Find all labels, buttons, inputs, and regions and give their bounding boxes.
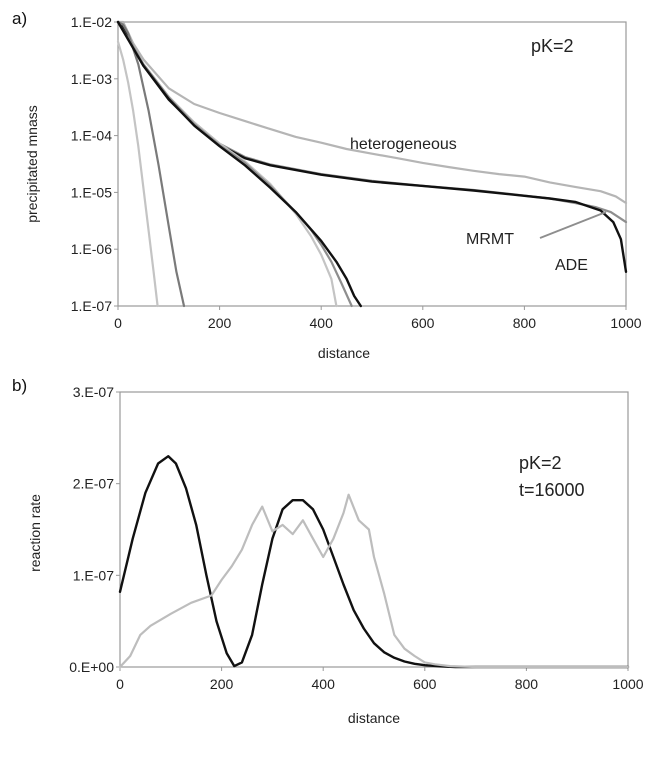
- panel-b-x-tick-labels: 0 200 400 600 800 1000: [116, 667, 644, 692]
- panel-a-y-tick-label: 1.E-02: [71, 14, 112, 30]
- panel-a-y-tick-label: 1.E-07: [71, 298, 112, 314]
- panel-a: a) 1.E-021.E-031.E-041.E-051.E-061.E-07 …: [12, 9, 642, 361]
- label-mrmt: MRMT: [466, 231, 514, 248]
- panel-b-x-tick-label: 1000: [612, 676, 643, 692]
- panel-a-ylabel: precipitated mnass: [24, 105, 40, 223]
- panel-b-x-tick-label: 400: [312, 676, 336, 692]
- panel-a-x-tick-label: 0: [114, 315, 122, 331]
- panel-b-series-line-1: [118, 493, 630, 669]
- mrmt-pointer-line: [539, 211, 607, 239]
- panel-a-plot-frame: [117, 21, 627, 307]
- label-heterogeneous: heterogeneous: [350, 136, 457, 153]
- panel-b-y-tick-label: 2.E-07: [73, 476, 114, 492]
- panel-a-x-tick-label: 400: [310, 315, 334, 331]
- panel-a-series-line-0: [116, 20, 628, 205]
- panel-a-y-tick-label: 1.E-06: [71, 241, 112, 257]
- panel-a-series-line-5: [116, 20, 338, 308]
- panel-a-x-tick-labels: 0 200 400 600 800 1000: [114, 306, 642, 331]
- panel-b-y-tick-label: 1.E-07: [73, 567, 114, 583]
- panel-b-ylabel: reaction rate: [27, 494, 43, 572]
- panel-a-x-tick-label: 800: [513, 315, 537, 331]
- panel-a-annotation-pk: pK=2: [531, 36, 574, 56]
- panel-a-series: [116, 20, 628, 308]
- panel-a-y-tick-label: 1.E-03: [71, 71, 112, 87]
- panel-a-series-line-7: [116, 20, 362, 308]
- panel-b-annotation-time: t=16000: [519, 480, 585, 500]
- panel-a-series-line-3: [116, 40, 159, 308]
- panel-b-label: b): [12, 376, 27, 395]
- panel-b-xlabel: distance: [348, 710, 400, 726]
- panel-b-x-tick-label: 800: [515, 676, 539, 692]
- panel-b-series-line-0: [118, 455, 630, 669]
- panel-b-x-tick-label: 0: [116, 676, 124, 692]
- panel-a-y-tick-label: 1.E-04: [71, 128, 112, 144]
- panel-b-annotation-pk: pK=2: [519, 453, 562, 473]
- panel-b: b) 0.E+00 1.E-07 2.E-07 3.E-07 0 200 400 600 80…: [12, 376, 644, 726]
- panel-a-label: a): [12, 9, 27, 28]
- panel-b-x-tick-label: 600: [413, 676, 437, 692]
- panel-a-x-tick-label: 200: [208, 315, 232, 331]
- panel-a-xlabel: distance: [318, 345, 370, 361]
- panel-b-plot-frame: [119, 391, 629, 668]
- panel-b-series: [118, 455, 630, 669]
- panel-a-y-tick-label: 1.E-05: [71, 184, 112, 200]
- panel-b-y-tick-label: 3.E-07: [73, 384, 114, 400]
- panel-b-y-tick-labels: 0.E+00 1.E-07 2.E-07 3.E-07: [69, 384, 120, 675]
- panel-a-x-tick-label: 600: [411, 315, 435, 331]
- panel-a-series-line-4: [116, 20, 186, 308]
- panel-b-y-tick-label: 0.E+00: [69, 659, 114, 675]
- panel-a-x-tick-label: 1000: [610, 315, 641, 331]
- panel-a-y-tick-labels: 1.E-02 1.E-03 1.E-04 1.E-05 1.E-06 1.E-07: [71, 14, 118, 314]
- panel-b-x-tick-label: 200: [210, 676, 234, 692]
- label-ade: ADE: [555, 257, 588, 274]
